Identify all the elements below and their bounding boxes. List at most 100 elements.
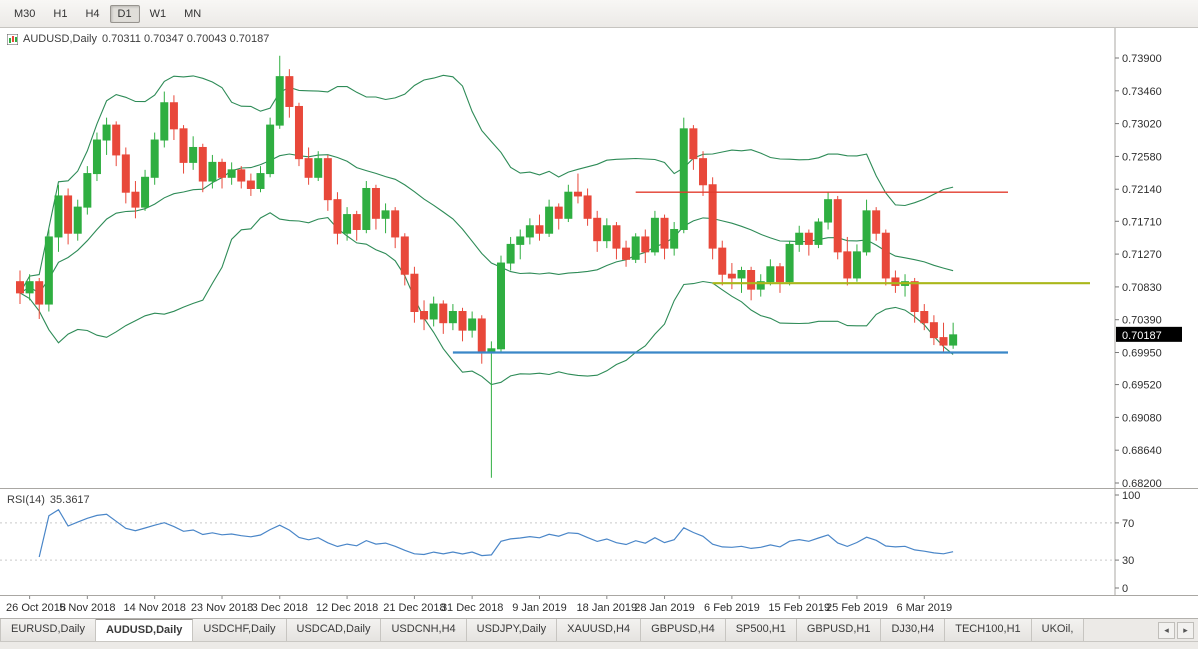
candle-body: [112, 124, 121, 156]
date-axis-label: 21 Dec 2018: [383, 602, 445, 614]
candle-body: [891, 277, 900, 286]
candle-body: [583, 195, 592, 219]
tab-ukoil[interactable]: UKOil,: [1031, 619, 1085, 641]
candle-body: [44, 236, 53, 305]
tab-gbpusd-h4[interactable]: GBPUSD,H4: [641, 619, 726, 641]
candle-body: [179, 128, 188, 163]
candle-body: [631, 236, 640, 260]
price-axis-label: 0.70830: [1122, 282, 1162, 294]
candle-body: [64, 195, 73, 234]
candle-body: [862, 210, 871, 253]
candle-body: [593, 217, 602, 242]
candle-body: [246, 180, 255, 189]
current-price-badge: [1116, 326, 1182, 342]
candle-body: [795, 232, 804, 245]
candle-body: [497, 262, 505, 350]
tab-sp500-h1[interactable]: SP500,H1: [725, 619, 797, 641]
tab-usdcnh-h4[interactable]: USDCNH,H4: [381, 619, 467, 641]
date-axis-label: 3 Dec 2018: [252, 602, 308, 614]
candle-body: [699, 158, 708, 186]
candle-body: [333, 199, 342, 234]
candle-body: [708, 184, 717, 249]
timeframe-button-w1[interactable]: W1: [142, 5, 175, 23]
tab-usdchf-daily[interactable]: USDCHF,Daily: [193, 619, 287, 641]
rsi-axis-label: 0: [1122, 583, 1128, 595]
candle-body: [275, 76, 284, 126]
symbol-tabbar: EURUSD,Daily AUDUSD,Daily USDCHF,Daily USDC…: [0, 618, 1198, 641]
tab-usdjpy-daily[interactable]: USDJPY,Daily: [466, 619, 558, 641]
candle-body: [650, 217, 659, 253]
timeframe-button-m30[interactable]: M30: [6, 5, 43, 23]
tab-xauusd-h4[interactable]: XAUUSD,H4: [557, 619, 642, 641]
tab-eurusd-daily[interactable]: EURUSD,Daily: [0, 619, 96, 641]
candle-body: [391, 210, 400, 238]
price-axis-label: 0.73900: [1122, 53, 1162, 65]
candles-layer: [16, 55, 958, 478]
candle-body: [766, 266, 775, 283]
tab-usdcad-daily[interactable]: USDCAD,Daily: [286, 619, 382, 641]
candle-body: [660, 217, 669, 249]
candle-body: [775, 266, 784, 283]
candle-body: [872, 210, 881, 234]
rsi-axis-label: 100: [1122, 490, 1140, 502]
rsi-indicator-pane[interactable]: 100 70 30 0: [0, 489, 1198, 595]
candle-body: [304, 158, 313, 178]
candle-body: [670, 228, 679, 249]
candle-body: [429, 303, 438, 320]
date-axis-label: 9 Jan 2019: [512, 602, 566, 614]
tab-scroll-right-icon[interactable]: ▸: [1177, 621, 1194, 639]
tab-scroll-left-icon[interactable]: ◂: [1158, 621, 1175, 639]
candle-body: [516, 236, 525, 245]
candle-body: [920, 311, 929, 324]
price-axis-label: 0.68640: [1122, 445, 1162, 457]
price-axis-label: 0.72580: [1122, 151, 1162, 163]
candle-body: [343, 214, 352, 234]
tab-tech100-h1[interactable]: TECH100,H1: [945, 619, 1032, 641]
candle-body: [939, 337, 948, 346]
date-axis-label: 31 Dec 2018: [441, 602, 503, 614]
candle-body: [121, 154, 130, 193]
price-axis-label: 0.68200: [1122, 478, 1162, 488]
timeframe-button-h4[interactable]: H4: [77, 5, 107, 23]
candle-body: [824, 199, 833, 223]
bottom-scrollbar[interactable]: [0, 641, 1198, 649]
candle-body: [362, 187, 371, 230]
candle-body: [727, 273, 736, 279]
candle-body: [852, 251, 861, 279]
date-axis-label: 28 Jan 2019: [634, 602, 695, 614]
price-axis-label: 0.72140: [1122, 184, 1162, 196]
rsi-axis-label: 30: [1122, 555, 1134, 567]
candle-body: [208, 161, 217, 182]
candle-body: [141, 176, 150, 208]
date-axis-label: 23 Nov 2018: [191, 602, 253, 614]
candle-body: [381, 210, 390, 219]
candle-body: [612, 225, 621, 249]
candle-body: [189, 146, 198, 163]
candle-body: [285, 76, 294, 107]
tab-audusd-daily[interactable]: AUDUSD,Daily: [95, 619, 194, 641]
candle-body: [881, 232, 890, 279]
candle-body: [400, 236, 409, 275]
candle-body: [198, 146, 207, 182]
pane-divider[interactable]: [0, 488, 1198, 489]
tab-gbpusd-h1[interactable]: GBPUSD,H1: [796, 619, 882, 641]
candle-body: [573, 191, 582, 197]
candle-body: [554, 206, 563, 219]
timeframe-button-d1[interactable]: D1: [109, 4, 140, 23]
candle-body: [468, 318, 477, 331]
bollinger-upper-line: [19, 74, 954, 294]
candle-body: [35, 281, 44, 305]
tab-dj30-h4[interactable]: DJ30,H4: [881, 619, 946, 641]
candle-body: [833, 199, 842, 253]
timeframe-button-mn[interactable]: MN: [176, 5, 209, 23]
candle-body: [929, 322, 938, 339]
candle-body: [314, 158, 323, 178]
candle-body: [218, 161, 227, 178]
candle-body: [448, 311, 457, 324]
date-axis-label: 12 Dec 2018: [316, 602, 378, 614]
timeframe-button-h1[interactable]: H1: [45, 5, 75, 23]
candle-body: [150, 139, 159, 178]
date-axis-label: 18 Jan 2019: [577, 602, 638, 614]
price-chart-pane[interactable]: 0.73900 0.73460 0.73020 0.72580 0.72140 0.717…: [0, 28, 1198, 488]
